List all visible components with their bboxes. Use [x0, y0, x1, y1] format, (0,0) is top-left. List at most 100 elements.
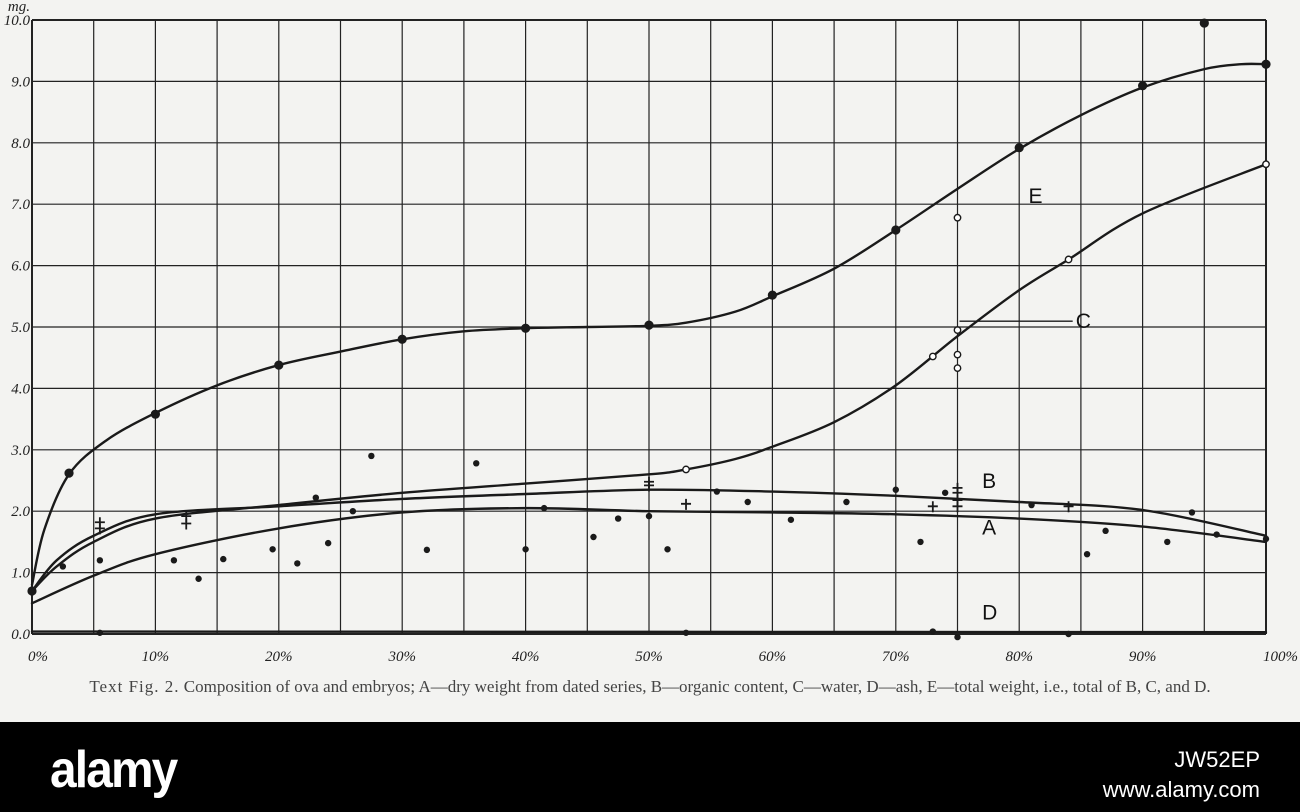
series-A-point [645, 512, 653, 520]
chart-figure: 0.0 1.0 2.0 3.0 4.0 5.0 6.0 7.0 8.0 9.0 10.0 mg. 0% 1… [0, 0, 1300, 722]
series-C-point [1262, 160, 1270, 169]
series-A-point [1028, 501, 1035, 509]
series-A-point [843, 498, 850, 506]
series-C-point [953, 350, 962, 359]
series-C-point [953, 326, 962, 334]
x-tick-label: 80% [1005, 649, 1033, 665]
x-tick-label: 40% [512, 649, 540, 665]
caption-prefix: Text Fig. 2. [89, 677, 180, 696]
series-A-point [96, 557, 104, 564]
x-tick-label: 70% [882, 649, 910, 665]
x-tick-label: 90% [1129, 649, 1157, 665]
series-A-point [1102, 527, 1109, 535]
series-A-point [324, 539, 332, 547]
site-url: www.alamy.com [1102, 777, 1260, 802]
series-A-point [1262, 535, 1270, 543]
series-E-point [1014, 143, 1024, 153]
stock-info: JW52EP www.alamy.com [1103, 745, 1260, 805]
series-A-point [917, 538, 924, 546]
y-tick-label: 8.0 [11, 136, 30, 152]
series-B-point [94, 523, 105, 535]
series-E-label: E [1029, 185, 1043, 208]
series-B-curve [30, 488, 1268, 593]
series-A-point [294, 560, 301, 567]
series-E-point [150, 409, 160, 419]
figure-caption: Text Fig. 2. Composition of ova and embr… [0, 677, 1300, 697]
x-tick-label: 0% [28, 649, 48, 665]
y-tick-label: 1.0 [11, 566, 30, 582]
series-A-point [473, 460, 480, 467]
series-B-point [952, 501, 963, 513]
series-E-point [521, 323, 531, 333]
series-A-point [1188, 509, 1196, 516]
series-B-point [927, 501, 938, 513]
series-A-point [664, 546, 671, 553]
series-A-point [1164, 538, 1171, 546]
series-A-point [522, 546, 529, 553]
y-tick-label: 5.0 [11, 320, 30, 336]
x-tick-label: 60% [759, 649, 787, 665]
watermark-bar [0, 722, 1300, 812]
x-tick-label: 30% [387, 649, 416, 665]
series-A-point [368, 452, 375, 460]
series-D-point [96, 629, 104, 636]
caption-text: Composition of ova and embryos; A—dry we… [183, 677, 1211, 696]
series-A-point [892, 486, 899, 493]
series-E-point [644, 320, 654, 330]
series-A-label: A [982, 517, 996, 540]
series-A-point [614, 515, 622, 522]
series-D-point [929, 628, 937, 635]
series-A-point [195, 575, 202, 582]
x-tick-label: 100% [1263, 649, 1298, 665]
series-C-point [953, 213, 962, 222]
y-unit-label: mg. [8, 0, 30, 15]
series-E-point [767, 290, 778, 300]
y-tick-label: 3.0 [10, 443, 30, 459]
series-D-curve [30, 630, 1268, 634]
series-A-point [787, 516, 795, 523]
y-tick-label: 4.0 [11, 381, 30, 397]
series-C-point [953, 364, 962, 373]
series-D-point [954, 633, 961, 641]
series-A-point [220, 555, 227, 563]
series-C-point [682, 465, 690, 474]
y-tick-label: 7.0 [11, 197, 30, 213]
y-tick-label: 10.0 [4, 13, 31, 29]
y-tick-label: 2.0 [11, 504, 30, 520]
image-id: JW52EP [1174, 747, 1260, 772]
series-A-point [312, 494, 320, 501]
series-A-point [269, 546, 276, 553]
series-C-label: C [1076, 310, 1091, 333]
series-A-point [590, 533, 597, 541]
series-A-curve [30, 506, 1268, 605]
series-A-point [744, 498, 751, 506]
series-E-point [397, 334, 407, 344]
series-C-point [928, 352, 937, 361]
series-B-label: B [982, 470, 996, 493]
y-tick-label: 6.0 [11, 259, 30, 275]
series-A-point [423, 546, 431, 554]
series-A-point [1083, 550, 1091, 558]
series-E-point [274, 360, 284, 370]
series-A-point [540, 504, 548, 512]
series-B-point [1063, 501, 1074, 513]
series-D-point [1065, 630, 1072, 638]
series-E-point [1199, 18, 1209, 28]
series-D-label: D [982, 601, 997, 624]
series-A-point [941, 489, 949, 496]
y-tick-label: 0.0 [11, 627, 30, 643]
series-D-point [682, 629, 690, 636]
series-A-point [713, 488, 721, 495]
series-B-point [181, 518, 192, 530]
x-tick-label: 10% [142, 649, 170, 665]
series-A-point [59, 563, 67, 570]
series-B-point [644, 480, 654, 492]
chart-plot: 0.0 1.0 2.0 3.0 4.0 5.0 6.0 7.0 8.0 9.0 10.0mg. 0% 1… [4, 0, 1298, 665]
series-B-point [681, 498, 692, 510]
y-tick-label: 9.0 [11, 74, 30, 90]
series-E-point [891, 225, 901, 235]
series-A-point [349, 508, 357, 515]
x-tick-label: 50% [635, 649, 663, 665]
series-A-point [170, 557, 178, 564]
series-C-point [1064, 255, 1073, 264]
